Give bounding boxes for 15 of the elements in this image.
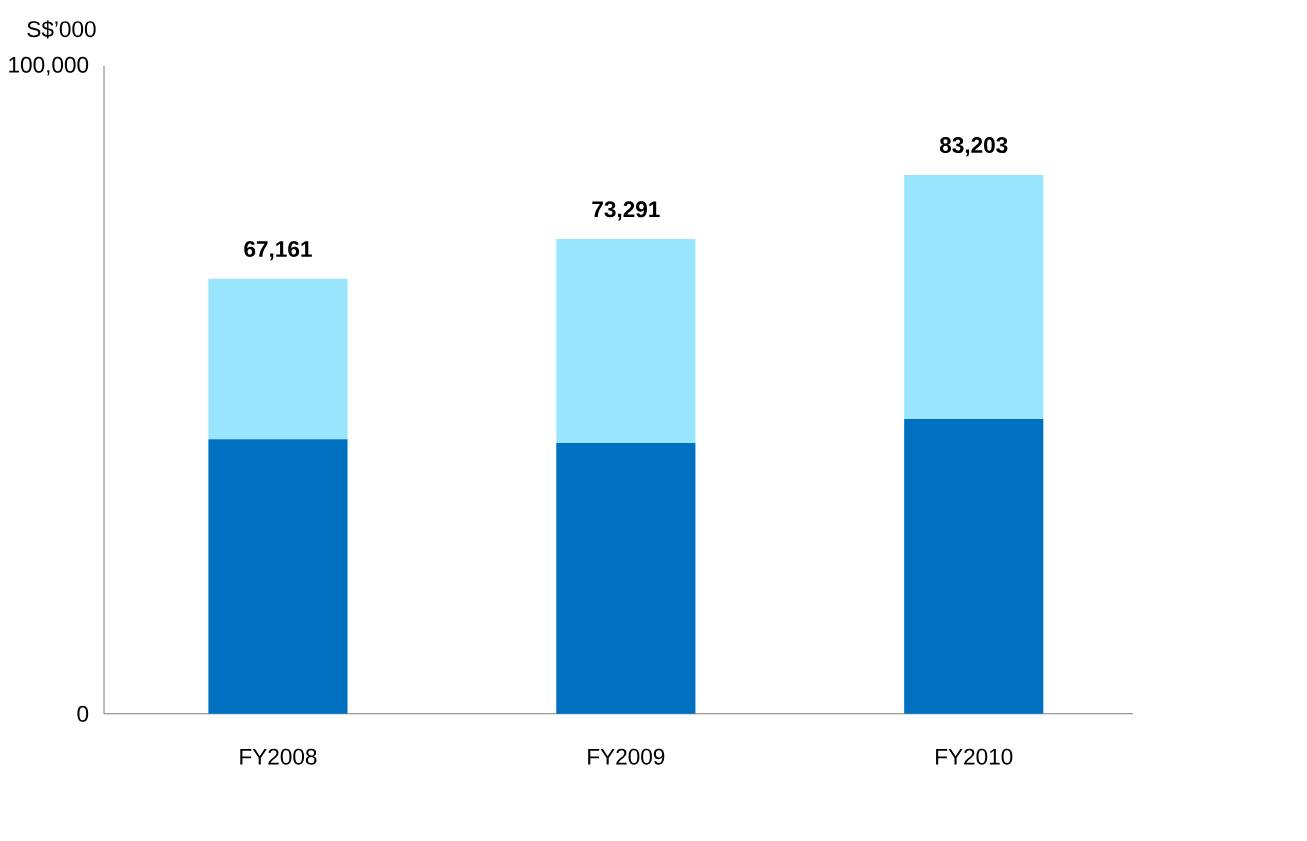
y-tick-label: 0 [77,706,89,722]
bar [904,175,1044,420]
bar [208,279,348,440]
total-label: 73,291 [592,201,660,221]
bar [904,419,1044,714]
bar [208,439,348,714]
bar [556,443,696,714]
total-label: 83,203 [939,137,1008,157]
x-tick-label: FY2010 [936,748,1013,765]
y-tick-label: 100,000 [9,56,89,76]
total-label: 67,161 [244,241,312,261]
bar [556,239,696,444]
x-tick-label: FY2009 [588,748,665,765]
x-tick-label: FY2008 [240,748,317,765]
y-axis-title: S$’000 [27,20,96,39]
